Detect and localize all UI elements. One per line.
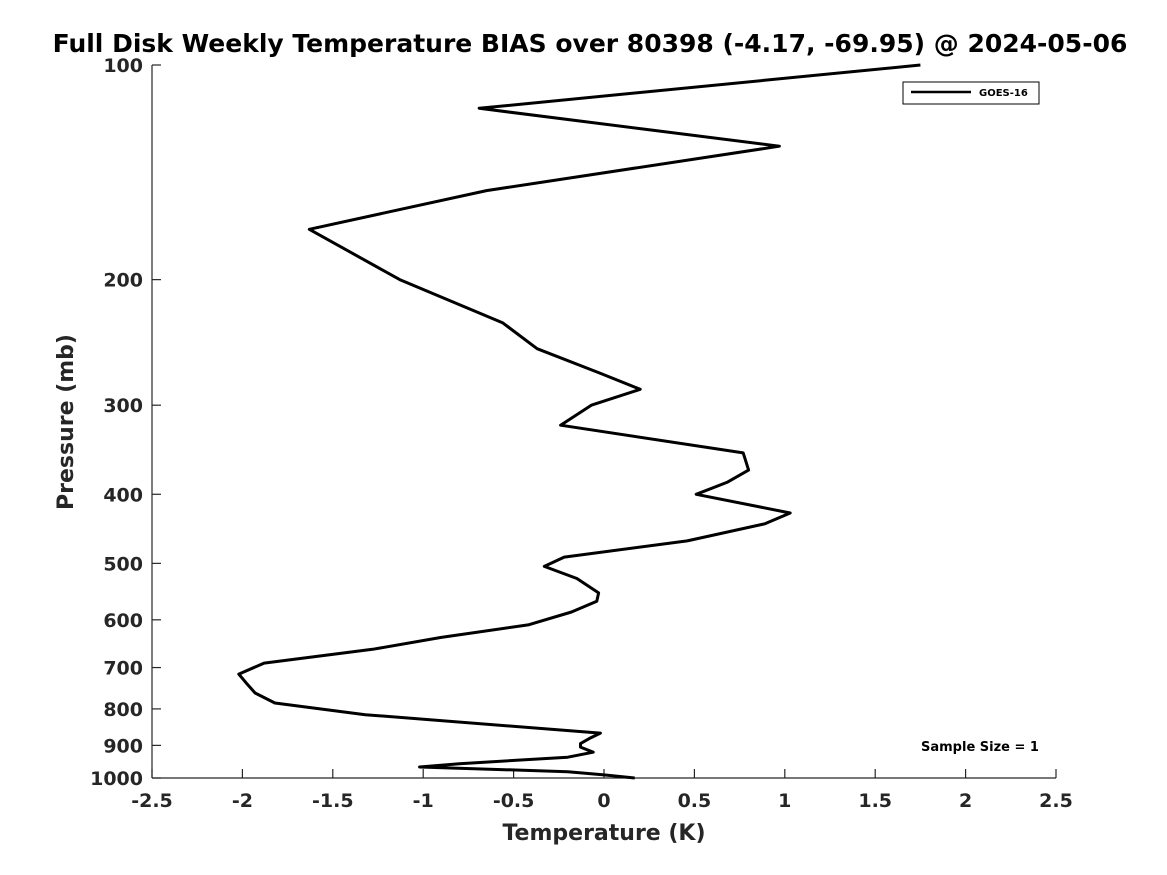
- x-ticks: -2.5 -2 -1.5 -1 -0.5 0 0.5 1 1.5 2 2.5: [131, 769, 1073, 812]
- x-tick-label: -2.5: [131, 790, 173, 812]
- y-tick-label: 800: [103, 699, 143, 721]
- y-tick-label: 900: [103, 735, 143, 757]
- y-tick-label: 700: [103, 658, 143, 680]
- y-tick-label: 600: [103, 610, 143, 632]
- x-axis-label: Temperature (K): [502, 821, 705, 846]
- legend: GOES-16: [902, 81, 1040, 105]
- y-tick-label: 400: [103, 484, 143, 506]
- x-tick-label: 0: [597, 790, 610, 812]
- y-ticks: 100 200 300 400 500 600 700 800 900 1000: [90, 55, 161, 790]
- plot-area: -2.5 -2 -1.5 -1 -0.5 0 0.5 1 1.5 2 2.5 100 200 300 40…: [90, 55, 1073, 812]
- legend-label-goes-16: GOES-16: [979, 88, 1028, 99]
- x-tick-label: 1: [778, 790, 791, 812]
- x-tick-label: -1: [413, 790, 434, 812]
- x-tick-label: 1.5: [858, 790, 892, 812]
- y-tick-label: 1000: [90, 768, 143, 790]
- y-tick-label: 500: [103, 553, 143, 575]
- x-tick-label: -1.5: [312, 790, 354, 812]
- y-tick-label: 200: [103, 270, 143, 292]
- x-tick-label: -0.5: [493, 790, 535, 812]
- x-tick-label: 2: [959, 790, 972, 812]
- y-tick-label: 100: [103, 55, 143, 77]
- x-tick-label: 0.5: [678, 790, 712, 812]
- x-tick-label: -2: [232, 790, 253, 812]
- sample-size-annotation: Sample Size = 1: [921, 740, 1039, 755]
- series-layer: [237, 63, 921, 780]
- y-tick-label: 300: [103, 395, 143, 417]
- x-tick-label: 2.5: [1039, 790, 1073, 812]
- series-line-goes-16: [237, 63, 921, 780]
- y-axis-label: Pressure (mb): [54, 334, 79, 510]
- chart-title: Full Disk Weekly Temperature BIAS over 8…: [53, 29, 1128, 58]
